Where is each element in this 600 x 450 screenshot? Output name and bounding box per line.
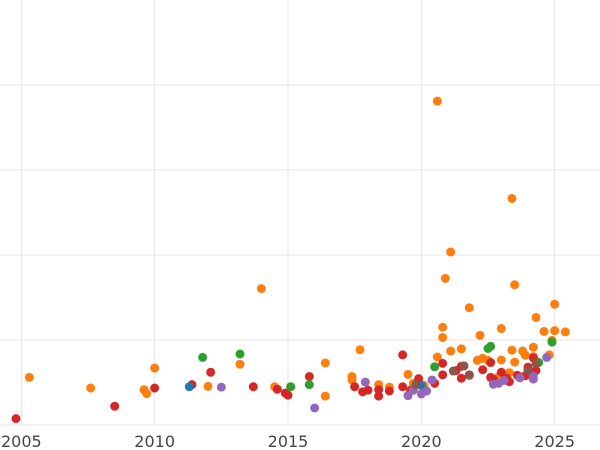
data-point bbox=[355, 345, 365, 355]
data-point bbox=[496, 324, 506, 334]
data-point bbox=[496, 355, 506, 365]
data-point bbox=[86, 383, 96, 393]
data-point bbox=[398, 350, 408, 360]
data-point bbox=[510, 357, 520, 367]
data-point bbox=[456, 373, 466, 383]
data-points bbox=[11, 96, 570, 424]
data-point bbox=[24, 372, 34, 382]
x-axis-tick-labels: 2005 2010 2015 2020 2025 bbox=[1, 432, 575, 450]
data-point bbox=[363, 385, 373, 395]
data-point bbox=[310, 403, 320, 413]
data-point bbox=[486, 358, 496, 368]
data-point bbox=[456, 344, 466, 354]
data-point bbox=[248, 382, 258, 392]
data-point bbox=[486, 341, 496, 351]
data-point bbox=[184, 382, 194, 392]
data-point bbox=[272, 384, 282, 394]
data-point bbox=[438, 370, 448, 380]
x-tick-label: 2010 bbox=[134, 432, 175, 450]
data-point bbox=[150, 363, 160, 373]
data-point bbox=[427, 375, 437, 385]
data-point bbox=[499, 375, 509, 385]
data-point bbox=[528, 374, 538, 384]
data-point bbox=[531, 358, 541, 368]
data-point bbox=[142, 389, 152, 399]
data-point bbox=[286, 382, 296, 392]
data-point bbox=[235, 359, 245, 369]
x-tick-label: 2020 bbox=[401, 432, 442, 450]
data-point bbox=[110, 401, 120, 411]
data-point bbox=[304, 372, 314, 382]
data-point bbox=[198, 352, 208, 362]
data-point bbox=[547, 337, 557, 347]
data-point bbox=[446, 346, 456, 356]
data-point bbox=[550, 299, 560, 309]
data-point bbox=[430, 362, 440, 372]
data-point bbox=[374, 385, 384, 395]
data-point bbox=[528, 342, 538, 352]
data-point bbox=[256, 284, 266, 294]
data-point bbox=[459, 361, 469, 371]
data-point bbox=[432, 96, 442, 106]
data-point bbox=[496, 367, 506, 377]
data-point bbox=[438, 358, 448, 368]
data-point bbox=[350, 382, 360, 392]
data-point bbox=[384, 386, 394, 396]
data-point bbox=[347, 375, 357, 385]
data-point bbox=[216, 382, 226, 392]
data-point bbox=[464, 303, 474, 313]
data-point bbox=[403, 369, 413, 379]
data-point bbox=[398, 382, 408, 392]
data-point bbox=[206, 367, 216, 377]
x-tick-label: 2015 bbox=[268, 432, 309, 450]
data-point bbox=[320, 358, 330, 368]
data-point bbox=[448, 366, 458, 376]
data-point bbox=[438, 332, 448, 342]
data-point bbox=[422, 386, 432, 396]
data-point bbox=[507, 345, 517, 355]
data-point bbox=[531, 312, 541, 322]
x-tick-label: 2005 bbox=[1, 432, 42, 450]
data-point bbox=[478, 365, 488, 375]
data-point bbox=[440, 273, 450, 283]
data-point bbox=[360, 377, 370, 387]
data-point bbox=[510, 280, 520, 290]
data-point bbox=[523, 365, 533, 375]
data-point bbox=[235, 349, 245, 359]
data-point bbox=[520, 350, 530, 360]
data-point bbox=[374, 391, 384, 401]
data-point bbox=[515, 373, 525, 383]
grid bbox=[0, 0, 600, 426]
data-point bbox=[475, 330, 485, 340]
data-point bbox=[560, 327, 570, 337]
data-point bbox=[550, 326, 560, 336]
data-point bbox=[507, 193, 517, 203]
data-point bbox=[11, 414, 21, 424]
data-point bbox=[432, 352, 442, 362]
data-point bbox=[203, 381, 213, 391]
data-point bbox=[283, 390, 293, 400]
data-point bbox=[304, 380, 314, 390]
data-point bbox=[438, 322, 448, 332]
data-point bbox=[411, 380, 421, 390]
data-point bbox=[542, 352, 552, 362]
data-point bbox=[150, 383, 160, 393]
data-point bbox=[446, 247, 456, 257]
data-point bbox=[320, 391, 330, 401]
data-point bbox=[464, 370, 474, 380]
x-tick-label: 2025 bbox=[534, 432, 575, 450]
data-point bbox=[539, 327, 549, 336]
